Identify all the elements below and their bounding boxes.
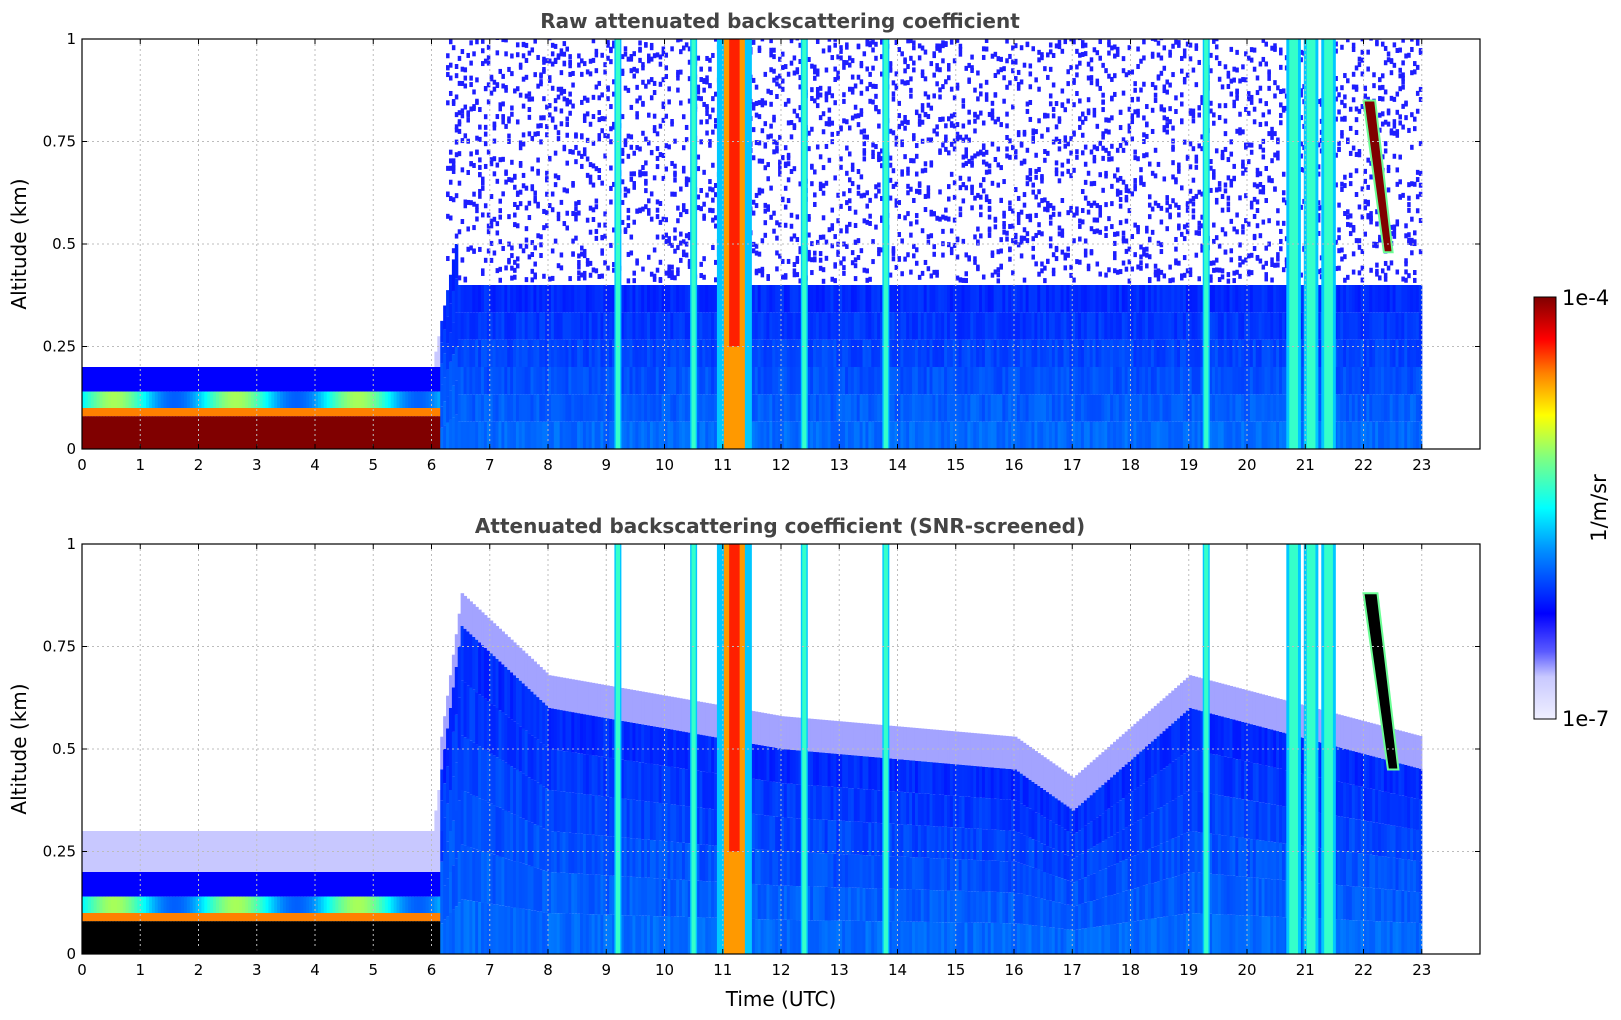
colorbar-max-label: 1e-4	[1562, 286, 1609, 310]
x-tick-label: 17	[1063, 456, 1082, 474]
x-tick-label: 12	[771, 961, 790, 979]
x-tick-label: 0	[77, 961, 87, 979]
x-tick-label: 4	[310, 961, 320, 979]
top-heatmap	[82, 39, 1423, 449]
y-tick-label: 0.75	[43, 133, 76, 151]
x-tick-label: 11	[713, 456, 732, 474]
x-tick-label: 20	[1237, 456, 1256, 474]
x-tick-label: 8	[543, 456, 553, 474]
x-tick-label: 3	[252, 456, 262, 474]
colorbar: 1e-4 1e-7 1/m/sr	[1533, 286, 1611, 731]
x-tick-label: 6	[427, 456, 437, 474]
top-x-axis: 0 1 2 3 4 5 6 7 8 9 10 11 12 13 14 15 16 17 18 19 20 21 22 23	[77, 39, 1431, 474]
bottom-panel: Attenuated backscattering coefficient (S…	[7, 514, 1481, 1011]
colorbar-units-label: 1/m/sr	[1587, 474, 1611, 542]
y-tick-label: 0	[66, 945, 76, 963]
y-tick-label: 0.5	[52, 740, 76, 758]
y-tick-label: 0.25	[43, 338, 76, 356]
x-tick-label: 15	[946, 961, 965, 979]
colorbar-gradient	[1533, 296, 1557, 720]
y-tick-label: 1	[66, 535, 76, 553]
bottom-y-axis-label: Altitude (km)	[7, 683, 31, 814]
x-tick-label: 13	[830, 456, 849, 474]
x-tick-label: 14	[888, 961, 907, 979]
top-panel: Raw attenuated backscattering coefficien…	[7, 9, 1481, 474]
x-tick-label: 6	[427, 961, 437, 979]
x-tick-label: 18	[1121, 456, 1140, 474]
x-tick-label: 15	[946, 456, 965, 474]
y-tick-label: 0	[66, 440, 76, 458]
bottom-x-axis: 0 1 2 3 4 5 6 7 8 9 10 11 12 13 14 15 16 17 18 19 20 21 22 23	[77, 544, 1431, 979]
x-tick-label: 16	[1004, 456, 1023, 474]
x-tick-label: 21	[1296, 961, 1315, 979]
top-y-axis-label: Altitude (km)	[7, 178, 31, 309]
y-tick-label: 0.75	[43, 638, 76, 656]
x-tick-label: 20	[1237, 961, 1256, 979]
x-tick-label: 5	[368, 456, 378, 474]
x-tick-label: 19	[1179, 456, 1198, 474]
bottom-x-axis-label: Time (UTC)	[725, 987, 837, 1011]
x-tick-label: 11	[713, 961, 732, 979]
bottom-panel-title: Attenuated backscattering coefficient (S…	[475, 514, 1085, 538]
x-tick-label: 23	[1412, 961, 1431, 979]
top-y-axis: 0 0.25 0.5 0.75 1	[43, 30, 1480, 458]
x-tick-label: 2	[194, 961, 204, 979]
y-tick-label: 0.25	[43, 843, 76, 861]
x-tick-label: 9	[601, 961, 611, 979]
x-tick-label: 10	[655, 961, 674, 979]
x-tick-label: 22	[1354, 961, 1373, 979]
x-tick-label: 14	[888, 456, 907, 474]
x-tick-label: 2	[194, 456, 204, 474]
x-tick-label: 0	[77, 456, 87, 474]
x-tick-label: 16	[1004, 961, 1023, 979]
x-tick-label: 3	[252, 961, 262, 979]
x-tick-label: 19	[1179, 961, 1198, 979]
x-tick-label: 18	[1121, 961, 1140, 979]
x-tick-label: 7	[485, 456, 495, 474]
y-tick-label: 0.5	[52, 235, 76, 253]
x-tick-label: 17	[1063, 961, 1082, 979]
x-tick-label: 8	[543, 961, 553, 979]
colorbar-min-label: 1e-7	[1562, 707, 1609, 731]
x-tick-label: 10	[655, 456, 674, 474]
top-panel-title: Raw attenuated backscattering coefficien…	[540, 9, 1020, 33]
x-tick-label: 23	[1412, 456, 1431, 474]
bottom-y-axis: 0 0.25 0.5 0.75 1	[43, 535, 1480, 963]
y-tick-label: 1	[66, 30, 76, 48]
x-tick-label: 1	[135, 961, 145, 979]
x-tick-label: 4	[310, 456, 320, 474]
x-tick-label: 21	[1296, 456, 1315, 474]
x-tick-label: 5	[368, 961, 378, 979]
x-tick-label: 22	[1354, 456, 1373, 474]
x-tick-label: 1	[135, 456, 145, 474]
x-tick-label: 9	[601, 456, 611, 474]
x-tick-label: 13	[830, 961, 849, 979]
x-tick-label: 12	[771, 456, 790, 474]
x-tick-label: 7	[485, 961, 495, 979]
